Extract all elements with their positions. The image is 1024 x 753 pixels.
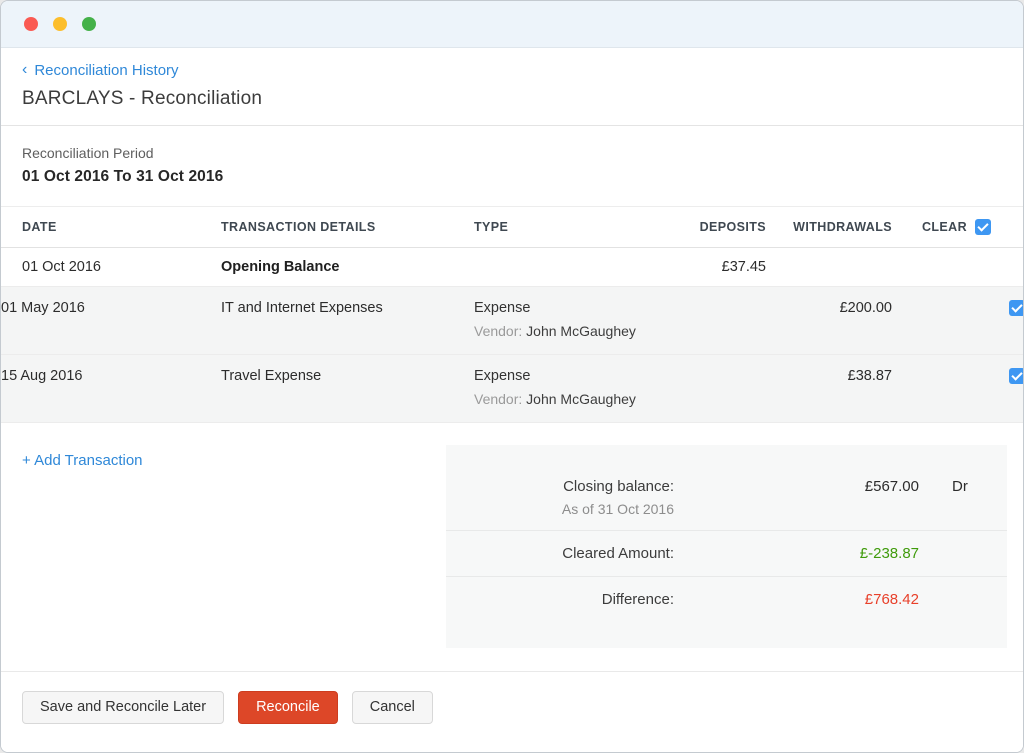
row-type-label: Expense xyxy=(474,300,531,316)
row-clear-cell xyxy=(892,286,1023,355)
chevron-left-icon: ‹ xyxy=(22,61,28,78)
vendor-name: John McGaughey xyxy=(526,391,636,407)
row-type xyxy=(474,247,686,287)
window-controls xyxy=(24,17,96,31)
vendor-name: John McGaughey xyxy=(526,323,636,339)
table-row-opening-balance: 01 Oct 2016 Opening Balance £37.45 xyxy=(1,247,1023,287)
row-type: Expense Vendor: John McGaughey xyxy=(474,286,686,355)
row-details: Travel Expense xyxy=(221,354,474,423)
table-row-transaction: 15 Aug 2016 Travel Expense Expense Vendo… xyxy=(1,354,1023,423)
row-date: 01 Oct 2016 xyxy=(1,247,221,287)
clear-checkbox[interactable] xyxy=(1009,368,1023,385)
footer-actions: Save and Reconcile Later Reconcile Cance… xyxy=(1,671,1023,752)
closing-balance-label: Closing balance: xyxy=(563,478,674,495)
row-date: 01 May 2016 xyxy=(1,286,221,355)
difference-label: Difference: xyxy=(601,591,674,608)
table-header-row: DATE TRANSACTION DETAILS TYPE DEPOSITS W… xyxy=(1,206,1023,248)
difference-value: £768.42 xyxy=(864,591,919,608)
window-titlebar xyxy=(1,1,1023,48)
column-header-details: TRANSACTION DETAILS xyxy=(221,206,474,248)
maximize-window-icon[interactable] xyxy=(82,17,96,31)
row-type-label: Expense xyxy=(474,368,531,384)
bottom-section: + Add Transaction Closing balance: As of… xyxy=(1,423,1023,648)
page-title: BARCLAYS - Reconciliation xyxy=(22,88,263,109)
back-link-reconciliation-history[interactable]: ‹ Reconciliation History xyxy=(22,62,179,79)
vendor-label: Vendor: xyxy=(474,323,523,339)
clear-header-label: CLEAR xyxy=(921,220,967,234)
summary-panel: Closing balance: As of 31 Oct 2016 £567.… xyxy=(446,445,1007,648)
row-deposit-amount xyxy=(686,286,766,355)
column-header-clear: CLEAR xyxy=(892,206,1023,248)
row-date: 15 Aug 2016 xyxy=(1,354,221,423)
row-deposit-amount: £37.45 xyxy=(686,247,766,287)
reconcile-button[interactable]: Reconcile xyxy=(238,691,338,724)
cleared-amount-value: £-238.87 xyxy=(859,545,919,562)
row-type: Expense Vendor: John McGaughey xyxy=(474,354,686,423)
period-label: Reconciliation Period xyxy=(22,145,154,161)
column-header-deposits: DEPOSITS xyxy=(686,206,766,248)
row-withdrawal-amount xyxy=(766,247,892,287)
period-value: 01 Oct 2016 To 31 Oct 2016 xyxy=(22,168,224,185)
save-and-reconcile-later-button[interactable]: Save and Reconcile Later xyxy=(22,691,225,724)
column-header-withdrawals: WITHDRAWALS xyxy=(766,206,892,248)
closing-balance-value: £567.00 xyxy=(864,478,919,495)
clear-checkbox[interactable] xyxy=(1009,300,1023,317)
row-withdrawal-amount: £200.00 xyxy=(766,286,892,355)
closing-balance-row: Closing balance: As of 31 Oct 2016 £567.… xyxy=(446,445,1007,531)
row-clear-cell xyxy=(892,247,1023,287)
row-details: IT and Internet Expenses xyxy=(221,286,474,355)
transactions-table: DATE TRANSACTION DETAILS TYPE DEPOSITS W… xyxy=(1,206,1023,423)
vendor-label: Vendor: xyxy=(474,391,523,407)
page-header: ‹ Reconciliation History BARCLAYS - Reco… xyxy=(1,48,1023,126)
difference-row: Difference: £768.42 xyxy=(446,577,1007,648)
row-details: Opening Balance xyxy=(221,259,340,275)
reconciliation-period: Reconciliation Period 01 Oct 2016 To 31 … xyxy=(1,126,1023,206)
column-header-date: DATE xyxy=(1,206,221,248)
row-clear-cell xyxy=(892,354,1023,423)
cleared-amount-label: Cleared Amount: xyxy=(562,545,674,562)
minimize-window-icon[interactable] xyxy=(53,17,67,31)
cancel-button[interactable]: Cancel xyxy=(351,691,433,724)
close-window-icon[interactable] xyxy=(24,17,38,31)
clear-all-checkbox[interactable] xyxy=(975,219,991,235)
closing-balance-subtext: As of 31 Oct 2016 xyxy=(561,501,674,517)
row-withdrawal-amount: £38.87 xyxy=(766,354,892,423)
add-transaction-link[interactable]: + Add Transaction xyxy=(22,452,143,469)
row-deposit-amount xyxy=(686,354,766,423)
cleared-amount-row: Cleared Amount: £-238.87 xyxy=(446,531,1007,577)
column-header-type: TYPE xyxy=(474,206,686,248)
closing-balance-suffix: Dr xyxy=(952,478,968,495)
table-row-transaction: 01 May 2016 IT and Internet Expenses Exp… xyxy=(1,286,1023,355)
back-link-label: Reconciliation History xyxy=(34,61,179,79)
